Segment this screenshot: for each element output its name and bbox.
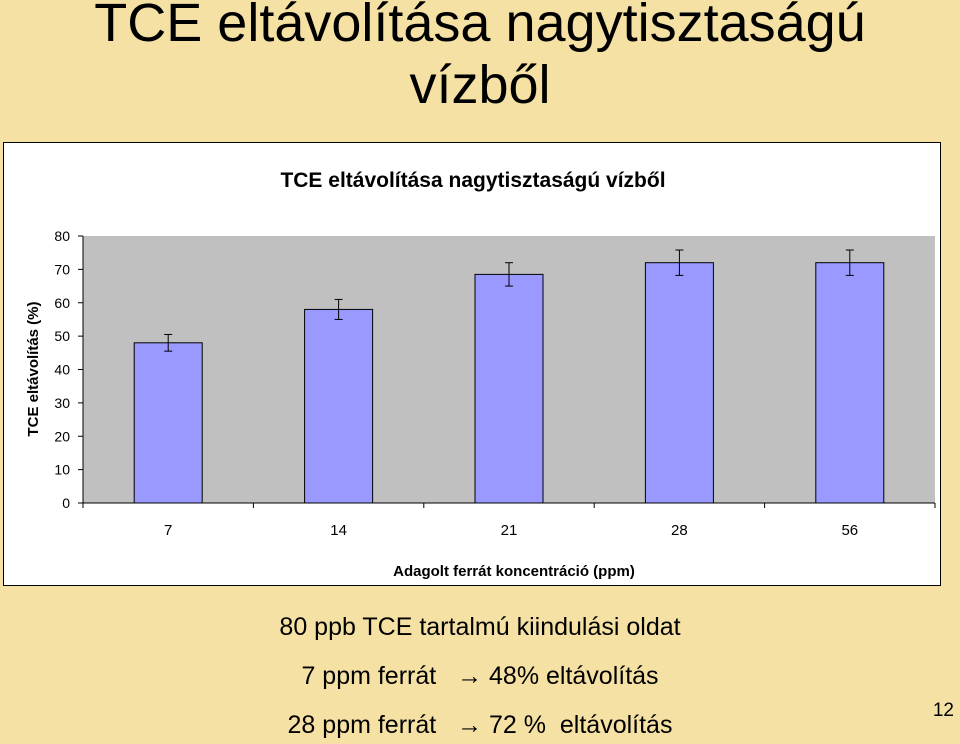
x-tick-label: 7: [164, 522, 172, 539]
x-tick-label: 56: [841, 522, 858, 539]
bar-chart: TCE eltávolítása nagytisztaságú vízből 0…: [25, 169, 936, 580]
page-number: 12: [932, 700, 954, 721]
chart-frame: TCE eltávolítása nagytisztaságú vízből 0…: [3, 142, 941, 586]
y-tick-label: 60: [54, 295, 70, 311]
y-tick-label: 50: [54, 328, 70, 344]
bar: [644, 262, 714, 504]
y-tick-label: 40: [54, 362, 70, 378]
caption-source-solution: 80 ppb TCE tartalmú kiindulási oldat: [279, 613, 681, 641]
caption-dose-28: 28 ppm ferrát: [287, 711, 437, 739]
chart-title: TCE eltávolítása nagytisztaságú vízből: [280, 169, 665, 192]
x-axis-title: Adagolt ferrát koncentráció (ppm): [393, 563, 635, 580]
y-tick-label: 80: [54, 228, 70, 244]
bar: [133, 342, 203, 504]
caption-removal-48: 48% eltávolítás: [489, 662, 659, 690]
slide-title-line1: TCE eltávolítása nagytisztaságú: [94, 0, 866, 53]
y-tick-label: 20: [54, 428, 70, 444]
bar: [815, 262, 885, 504]
arrow-icon: →: [457, 662, 483, 690]
caption-removal-72: 72 % eltávolítás: [489, 711, 673, 739]
y-tick-label: 0: [62, 495, 70, 511]
y-tick-label: 70: [54, 261, 70, 277]
caption-line-2: 7 ppm ferrát → 48% eltávolítás: [0, 661, 960, 691]
y-axis-title: TCE eltávolítás (%): [25, 301, 42, 436]
caption-line-3: 28 ppm ferrát → 72 % eltávolítás: [0, 710, 960, 740]
y-tick-label: 30: [54, 395, 70, 411]
y-tick-label: 10: [54, 462, 70, 478]
x-tick-label: 28: [671, 522, 688, 539]
bar: [304, 308, 374, 504]
slide-title-line2: vízből: [409, 55, 551, 115]
caption-dose-7: 7 ppm ferrát: [301, 662, 437, 690]
slide-title: TCE eltávolítása nagytisztaságú vízből: [0, 0, 960, 116]
x-tick-label: 21: [501, 522, 518, 539]
caption-line-1: 80 ppb TCE tartalmú kiindulási oldat: [0, 612, 960, 642]
x-tick-label: 14: [330, 522, 347, 539]
bar: [474, 273, 544, 504]
arrow-icon: →: [457, 711, 483, 739]
